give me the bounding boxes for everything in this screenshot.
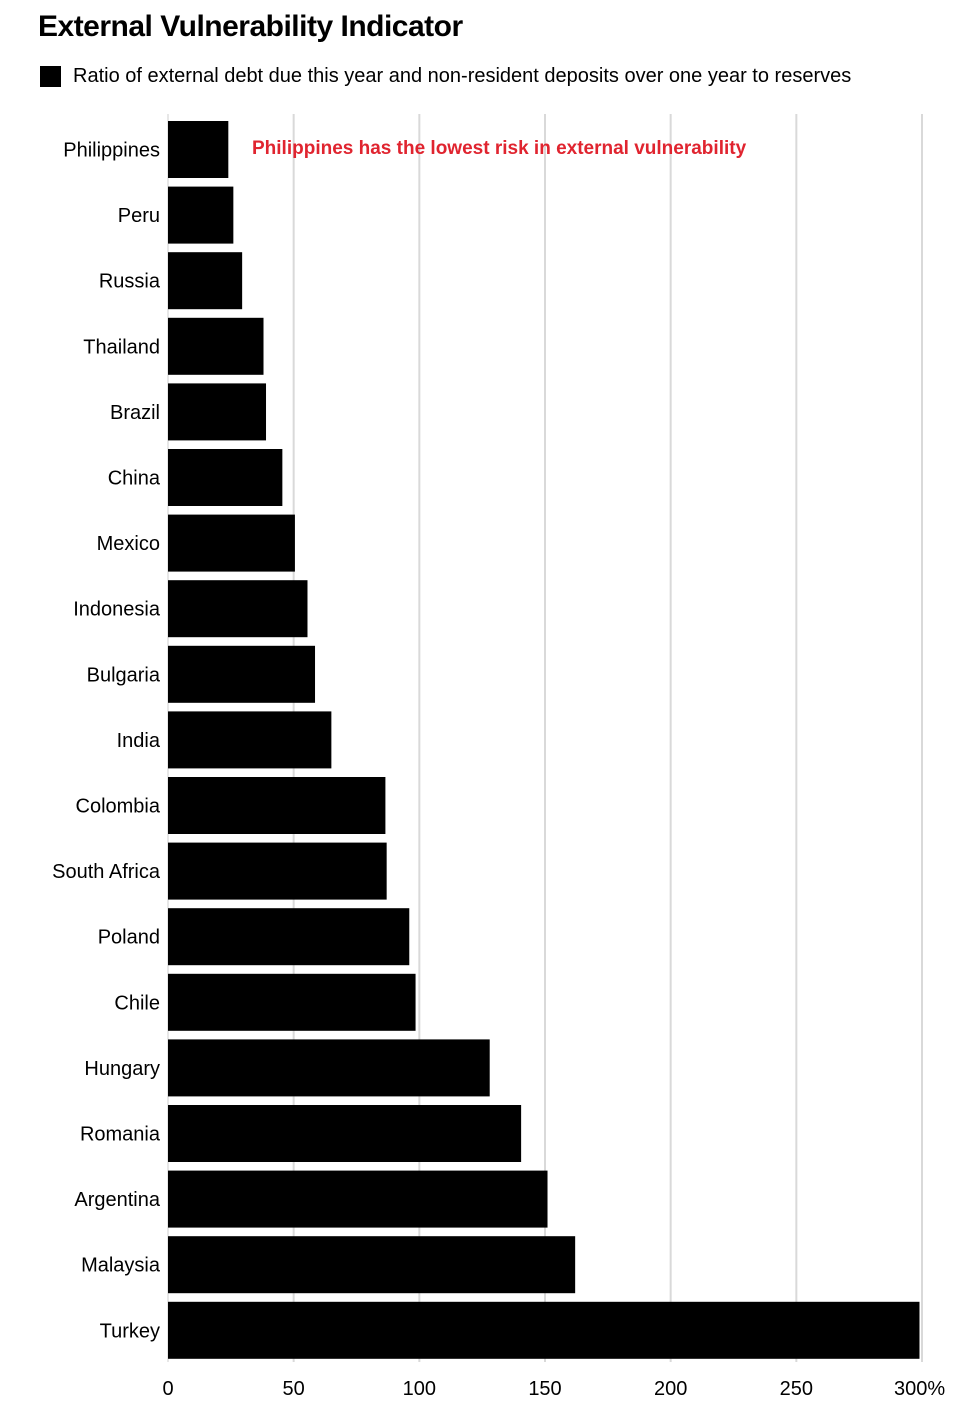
bar [168, 1301, 920, 1359]
category-label: Brazil [110, 402, 160, 424]
bar [168, 1170, 548, 1228]
x-tick-label: 150 [528, 1378, 561, 1400]
category-label: Indonesia [73, 599, 161, 621]
category-label: India [117, 730, 161, 752]
category-label: Thailand [83, 336, 160, 358]
category-label: Poland [98, 927, 160, 949]
legend-swatch [40, 65, 61, 87]
bar [168, 1236, 576, 1294]
legend: Ratio of external debt due this year and… [40, 63, 851, 89]
x-tick-label: 200 [654, 1378, 687, 1400]
bar [168, 908, 410, 966]
category-label: Argentina [74, 1189, 160, 1211]
category-label: Turkey [100, 1320, 160, 1342]
category-label: Hungary [84, 1058, 160, 1080]
category-label: Mexico [97, 533, 160, 555]
category-label: Philippines [63, 140, 160, 162]
category-label: Peru [118, 205, 160, 227]
bar [168, 186, 234, 244]
bar [168, 580, 308, 638]
bar [168, 777, 386, 834]
bar [168, 842, 387, 900]
bar [168, 645, 316, 703]
bar [168, 711, 332, 769]
x-tick-label: 100 [403, 1378, 436, 1400]
bar [168, 1039, 490, 1097]
bar [168, 317, 264, 375]
category-label: Malaysia [81, 1255, 161, 1277]
category-label: Bulgaria [87, 664, 161, 686]
x-tick-label: 0 [162, 1378, 173, 1400]
x-tick-label: 250 [780, 1378, 813, 1400]
category-label: Russia [99, 271, 161, 293]
category-label: Romania [80, 1124, 161, 1146]
category-label: China [108, 468, 161, 490]
category-label: South Africa [52, 861, 161, 883]
x-tick-label: 50 [283, 1378, 305, 1400]
category-label: Chile [114, 992, 160, 1014]
bar [168, 121, 229, 178]
annotation-text: Philippines has the lowest risk in exter… [252, 138, 747, 159]
bar [168, 449, 283, 506]
legend-label: Ratio of external debt due this year and… [73, 64, 852, 87]
bar [168, 1105, 522, 1162]
bar [168, 973, 416, 1031]
bar [168, 383, 267, 441]
category-label: Colombia [76, 796, 161, 818]
x-tick-label: 300% [894, 1378, 945, 1400]
bar [168, 252, 243, 310]
chart-title: External Vulnerability Indicator [38, 10, 463, 43]
bar [168, 514, 295, 572]
